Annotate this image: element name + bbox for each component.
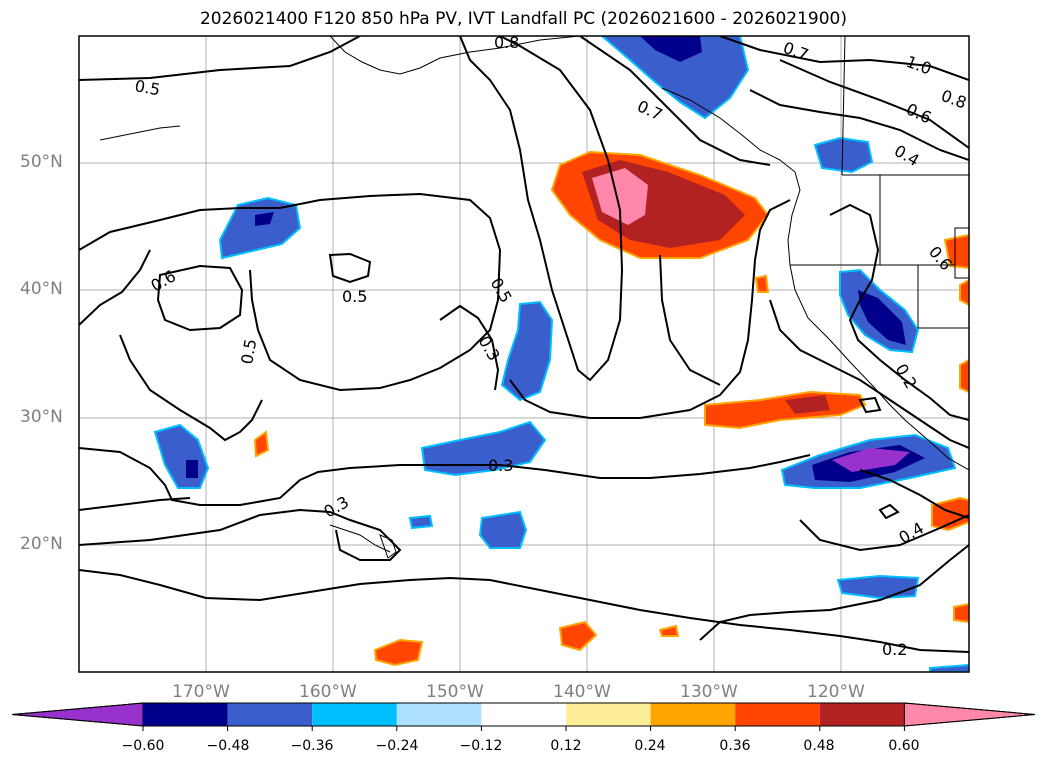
lat-tick-label: 30°N bbox=[20, 407, 63, 427]
colorbar-tick-label: 0.12 bbox=[550, 738, 582, 754]
colorbar-segment bbox=[227, 703, 313, 726]
negative-core-bc-coast bbox=[640, 36, 702, 62]
contour-label: 0.3 bbox=[475, 333, 504, 365]
colorbar-segment bbox=[312, 703, 397, 726]
lat-tick-label: 40°N bbox=[20, 279, 63, 299]
map-title: 2026021400 F120 850 hPa PV, IVT Landfall… bbox=[199, 9, 847, 29]
lon-tick-label: 120°W bbox=[807, 682, 865, 702]
lat-tick-label: 50°N bbox=[20, 152, 63, 172]
contour-label: 0.3 bbox=[488, 456, 513, 475]
lon-tick-label: 170°W bbox=[172, 682, 230, 702]
negative-region-bc-coast bbox=[600, 36, 750, 120]
contour-label: 0.5 bbox=[487, 275, 516, 307]
colorbar-segment bbox=[566, 703, 651, 726]
lon-tick-label: 160°W bbox=[299, 682, 357, 702]
colorbar-segment bbox=[143, 703, 228, 726]
contour-label: 0.6 bbox=[148, 266, 180, 295]
colorbar-tick-label: 0.60 bbox=[888, 738, 920, 754]
colorbar-segment bbox=[396, 703, 482, 726]
lat-tick-label: 20°N bbox=[20, 534, 63, 554]
map-frame bbox=[78, 35, 970, 673]
contour-label: 1.0 bbox=[904, 52, 934, 79]
contour-label: 0.8 bbox=[939, 86, 969, 113]
colorbar bbox=[11, 702, 1036, 731]
lon-tick-label: 130°W bbox=[680, 682, 738, 702]
contour-label: 0.3 bbox=[321, 492, 353, 521]
lon-tick-label: 150°W bbox=[426, 682, 484, 702]
colorbar-tick-label: 0.24 bbox=[634, 738, 666, 754]
colorbar-segment bbox=[735, 703, 820, 726]
colorbar-tick-label: −0.24 bbox=[375, 738, 419, 754]
colorbar-extend-low bbox=[11, 702, 144, 727]
pc-shading bbox=[153, 36, 969, 672]
colorbar-tick-label: −0.48 bbox=[206, 738, 250, 754]
colorbar-extend-high bbox=[903, 702, 1036, 727]
gridlines bbox=[79, 36, 969, 672]
colorbar-segment bbox=[650, 703, 736, 726]
coastlines bbox=[99, 36, 969, 559]
colorbar-tick-label: −0.12 bbox=[459, 738, 503, 754]
contour-label: 0.7 bbox=[781, 38, 811, 65]
lon-tick-label: 140°W bbox=[553, 682, 611, 702]
pv-contours bbox=[79, 36, 969, 653]
contour-label: 0.2 bbox=[882, 640, 907, 659]
colorbar-tick-label: 0.48 bbox=[803, 738, 835, 754]
contour-label: 0.5 bbox=[342, 287, 367, 306]
colorbar-tick-label: 0.36 bbox=[719, 738, 751, 754]
contour-label: 0.4 bbox=[891, 141, 923, 170]
contour-label: 0.6 bbox=[903, 99, 934, 127]
contour-label: 0.5 bbox=[237, 337, 260, 365]
positive-peak-ne-pacific bbox=[592, 168, 648, 225]
colorbar-segment bbox=[481, 703, 566, 726]
colorbar-tick-label: −0.36 bbox=[290, 738, 334, 754]
colorbar-segment bbox=[819, 703, 905, 726]
colorbar-tick-label: −0.60 bbox=[121, 738, 165, 754]
contour-label: 0.5 bbox=[133, 76, 161, 99]
contour-label: 0.8 bbox=[494, 33, 519, 52]
contour-label: 0.4 bbox=[896, 518, 928, 547]
